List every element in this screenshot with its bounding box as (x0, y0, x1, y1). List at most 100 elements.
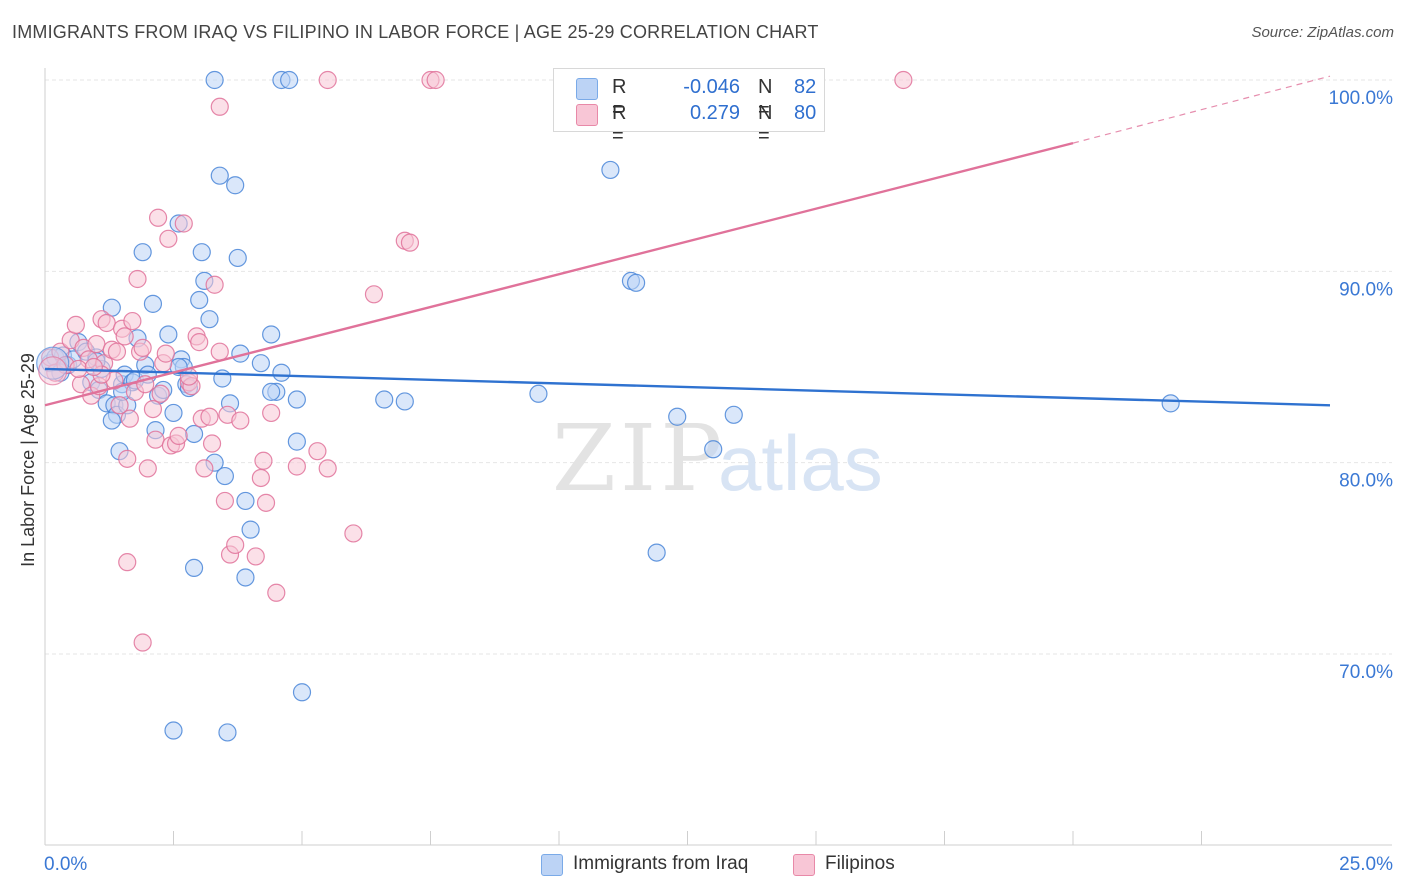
point-filipinos (308, 442, 327, 461)
point-iraq (724, 405, 743, 424)
point-filipinos (169, 426, 188, 445)
watermark: ZIP atlas (552, 405, 883, 512)
point-iraq (133, 243, 152, 262)
watermark-atlas: atlas (718, 419, 883, 507)
stats-r-label: R = (612, 76, 627, 121)
chart-source: Source: ZipAtlas.com (1251, 24, 1394, 41)
point-filipinos (210, 342, 229, 361)
point-iraq (184, 558, 204, 578)
y-axis-label: In Labor Force | Age 25-29 (18, 353, 38, 567)
point-filipinos (66, 315, 85, 335)
stats-r-label: R = (612, 102, 627, 147)
point-filipinos (400, 233, 420, 252)
legend-label-filipinos: Filipinos (825, 853, 895, 874)
point-iraq (102, 411, 121, 430)
point-filipinos (426, 70, 445, 90)
trend-line-iraq (44, 367, 1331, 407)
point-iraq (601, 160, 620, 180)
point-filipinos (262, 403, 281, 423)
stats-n-value: 80 (794, 102, 817, 124)
point-filipinos (138, 459, 157, 478)
point-filipinos (118, 449, 137, 468)
y-tick-label: 100.0% (1329, 88, 1394, 109)
point-filipinos (118, 553, 137, 572)
point-filipinos (107, 342, 127, 361)
point-filipinos (210, 97, 229, 116)
point-filipinos (267, 583, 286, 602)
point-iraq (280, 70, 299, 90)
point-filipinos (205, 275, 224, 294)
legend-label-iraq: Immigrants from Iraq (573, 853, 749, 874)
stats-n-label: N = (758, 102, 773, 147)
point-iraq (647, 543, 666, 562)
chart-title: IMMIGRANTS FROM IRAQ VS FILIPINO IN LABO… (12, 22, 819, 42)
point-iraq (164, 721, 183, 740)
point-filipinos (364, 285, 384, 304)
legend-swatch-filipinos (793, 854, 815, 876)
point-filipinos (174, 214, 193, 233)
point-iraq (262, 382, 281, 401)
point-filipinos (156, 344, 175, 363)
point-filipinos (226, 535, 245, 555)
watermark-zip: ZIP (552, 405, 726, 512)
point-iraq (192, 243, 211, 262)
point-iraq (213, 369, 232, 388)
point-iraq (226, 176, 245, 195)
x-tick-label: 25.0% (1339, 854, 1393, 875)
point-iraq (704, 440, 723, 459)
point-filipinos (246, 547, 265, 566)
point-iraq (668, 407, 687, 426)
tick-labels: 100.0% 90.0% 80.0% 70.0% 0.0% 25.0% (44, 88, 1393, 875)
point-filipinos (97, 313, 116, 333)
point-filipinos (128, 269, 147, 289)
point-filipinos (254, 451, 273, 470)
point-filipinos (200, 407, 219, 426)
point-filipinos (344, 524, 363, 543)
point-iraq (626, 273, 646, 292)
point-filipinos (146, 430, 165, 449)
axes (44, 68, 1392, 846)
gridlines (45, 79, 1392, 655)
point-iraq (236, 491, 255, 511)
point-filipinos (195, 459, 214, 478)
point-iraq (262, 325, 281, 344)
point-filipinos (287, 457, 306, 476)
point-filipinos (148, 208, 168, 227)
point-iraq (236, 568, 255, 587)
point-iraq (159, 325, 178, 344)
point-filipinos (87, 334, 106, 354)
point-iraq (287, 390, 306, 409)
point-filipinos (215, 491, 234, 511)
x-tick-label: 0.0% (44, 854, 87, 875)
point-iraq (272, 363, 291, 382)
y-tick-label: 70.0% (1339, 662, 1393, 683)
stats-n-value: 82 (794, 76, 817, 98)
point-iraq (164, 403, 183, 423)
point-filipinos (318, 459, 337, 478)
point-filipinos (190, 333, 209, 352)
point-iraq (200, 310, 219, 329)
point-filipinos (120, 409, 139, 428)
point-iraq (143, 294, 163, 313)
y-tick-label: 90.0% (1339, 279, 1393, 300)
y-tick-label: 80.0% (1339, 471, 1393, 492)
trend-line-filipinos-extension (1072, 75, 1331, 144)
point-iraq (218, 723, 237, 742)
point-filipinos-cluster (38, 356, 68, 386)
point-iraq (287, 432, 306, 451)
point-filipinos (110, 396, 129, 415)
legend: Immigrants from Iraq Filipinos (0, 850, 1406, 880)
point-filipinos (115, 327, 134, 346)
point-iraq (395, 392, 414, 411)
point-iraq (228, 248, 247, 268)
point-filipinos (256, 493, 276, 512)
point-iraq-cluster (36, 346, 70, 380)
point-filipinos (159, 229, 178, 248)
point-filipinos (84, 357, 103, 377)
point-filipinos (251, 468, 270, 488)
stats-r-value: 0.279 (689, 102, 740, 124)
point-iraq (190, 290, 209, 310)
point-filipinos (231, 411, 250, 430)
point-filipinos (133, 633, 152, 652)
point-iraq (529, 384, 548, 403)
